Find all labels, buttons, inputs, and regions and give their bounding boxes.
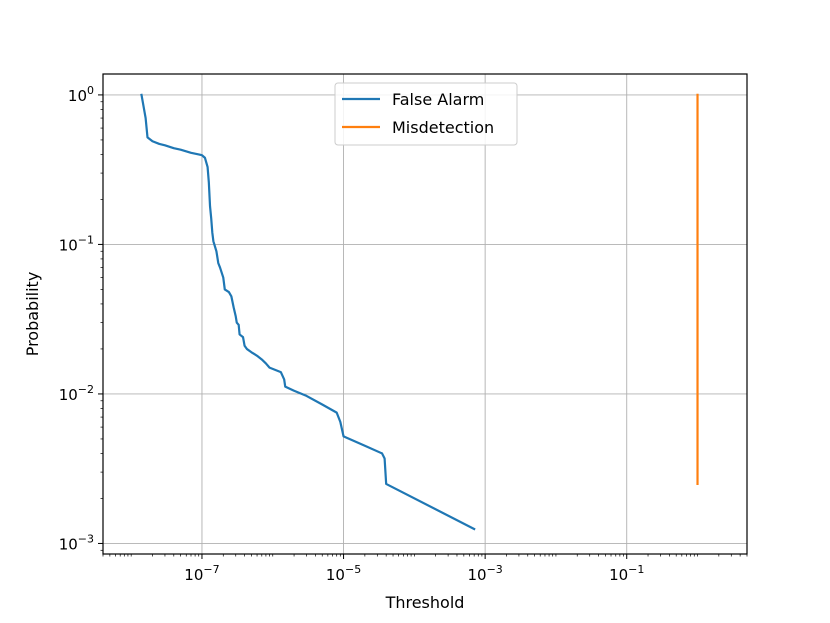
y-tick-label: 10−2 xyxy=(59,383,94,404)
x-tick-label: 10−7 xyxy=(184,563,219,584)
legend-box xyxy=(334,82,518,146)
legend: False Alarm Misdetection xyxy=(334,82,518,146)
series-layer xyxy=(140,93,699,531)
legend-label: Misdetection xyxy=(392,118,494,137)
y-tick-label: 10−3 xyxy=(59,532,94,553)
x-tick-label: 10−3 xyxy=(467,563,502,584)
legend-label: False Alarm xyxy=(392,90,484,109)
ticks: 10−7 10−5 10−3 10−1 100 10−1 10−2 10−3 xyxy=(59,84,748,584)
series-line-false-alarm xyxy=(140,93,476,531)
x-tick-label: 10−5 xyxy=(326,563,361,584)
y-axis-label: Probability xyxy=(23,272,42,357)
plot-frame xyxy=(102,73,748,555)
x-tick-label: 10−1 xyxy=(609,563,644,584)
y-tick-label: 100 xyxy=(68,84,94,105)
grid-lines xyxy=(103,74,747,554)
x-axis-label: Threshold xyxy=(385,593,465,612)
y-tick-label: 10−1 xyxy=(59,233,94,254)
